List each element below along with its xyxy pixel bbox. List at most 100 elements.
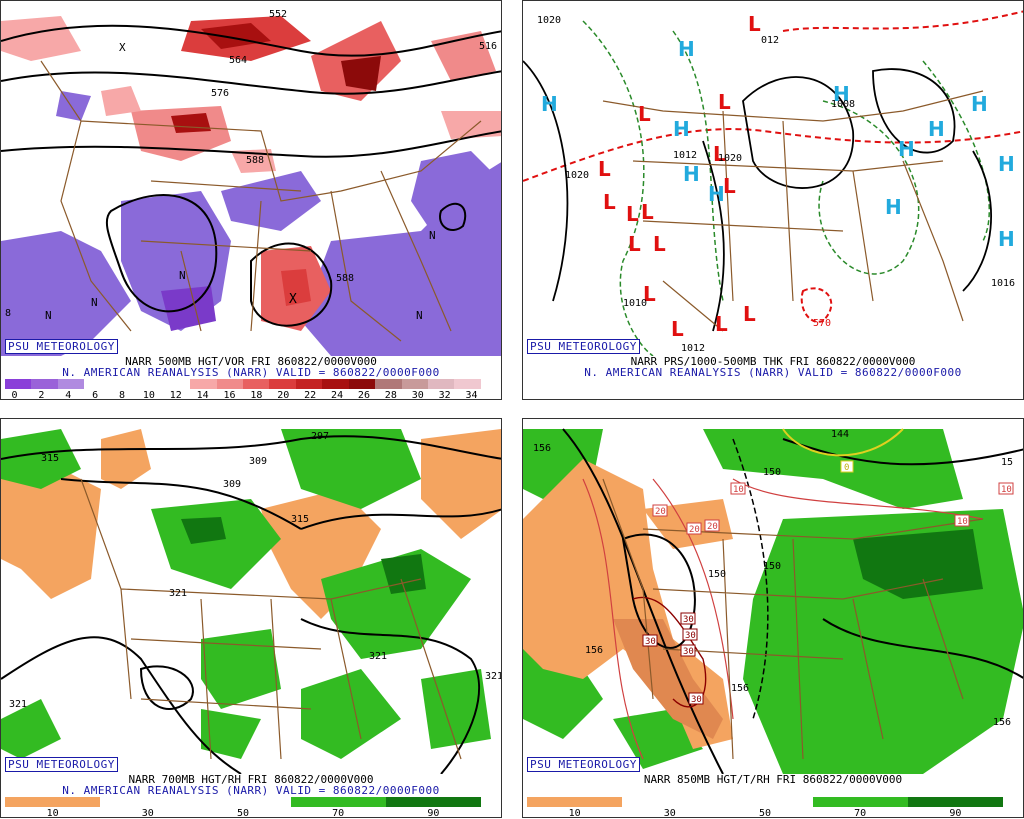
contour-label: 15	[1001, 457, 1013, 468]
contour-label: 315	[41, 453, 59, 464]
n-marker: N	[45, 309, 52, 322]
humidity-colorbar-ticks: 10 30 50 70 90	[5, 808, 481, 818]
psu-meteorology-label: PSU METEOROLOGY	[527, 339, 640, 354]
contour-label: 156	[993, 717, 1011, 728]
pressure-label: 1020	[537, 15, 561, 26]
psu-meteorology-label: PSU METEOROLOGY	[5, 339, 118, 354]
colorbar-swatch	[5, 379, 32, 389]
contour-label-3: 576	[211, 88, 229, 99]
low-symbol: L	[723, 174, 736, 198]
colorbar-swatch	[812, 797, 908, 807]
psu-meteorology-label: PSU METEOROLOGY	[527, 757, 640, 772]
pressure-label: 012	[761, 35, 779, 46]
n-marker: N	[416, 309, 423, 322]
temp-label: 10	[1001, 485, 1012, 495]
x-marker: X	[119, 41, 126, 54]
colorbar-swatch	[385, 797, 482, 807]
low-symbol: L	[603, 190, 616, 214]
colorbar-tick-label: 4	[65, 390, 72, 400]
colorbar-tick-label: 26	[357, 390, 370, 400]
colorbar-swatch	[290, 797, 386, 807]
colorbar-tick-label: 20	[277, 390, 290, 400]
contour-label: 156	[585, 645, 603, 656]
temp-label: 20	[689, 525, 700, 535]
pressure-label: 1008	[831, 99, 855, 110]
contour-label: 309	[223, 479, 241, 490]
pressure-label: 1012	[681, 343, 705, 354]
high-symbol: H	[541, 92, 558, 116]
low-symbol: L	[626, 202, 639, 226]
colorbar-tick-label: 32	[438, 390, 451, 400]
psu-meteorology-label: PSU METEOROLOGY	[5, 757, 118, 772]
colorbar-tick-label: 50	[236, 808, 250, 818]
colorbar-tick-label: 30	[411, 390, 424, 400]
n-marker: N	[179, 269, 186, 282]
colorbar-swatch	[907, 797, 1004, 807]
low-symbol: L	[743, 302, 756, 326]
temp-humidity-850-map: 156 150 150 150 156 156 156 144 15 10 20…	[523, 428, 1023, 774]
colorbar-swatch	[322, 379, 349, 389]
pressure-label: 1012	[673, 150, 697, 161]
pressure-label: 1010	[623, 298, 647, 309]
colorbar-swatch	[5, 797, 101, 807]
colorbar-tick-label: 6	[92, 390, 99, 400]
temp-label: 20	[707, 522, 718, 532]
colorbar-tick-label: 12	[169, 390, 182, 400]
colorbar-tick-label: 10	[46, 808, 59, 818]
colorbar-swatch	[401, 379, 428, 389]
colorbar-tick-label: 90	[427, 808, 440, 818]
colorbar-swatch	[717, 797, 813, 807]
panel-850mb-temperature-humidity: 156 150 150 150 156 156 156 144 15 10 20…	[522, 418, 1024, 818]
panel-subtitle: N. AMERICAN REANALYSIS (NARR) VALID = 86…	[62, 366, 440, 379]
vorticity-map: 552 564 576 588 588 516 8 N N N N N X X	[1, 9, 501, 356]
high-symbol: H	[928, 117, 945, 141]
colorbar-tick-label: 34	[465, 390, 478, 400]
low-symbol: L	[748, 12, 761, 36]
x-marker: X	[289, 292, 297, 307]
colorbar-swatch	[527, 797, 623, 807]
colorbar-tick-label: 18	[250, 390, 263, 400]
contour-label: 321	[9, 699, 27, 710]
colorbar-tick-label: 70	[332, 808, 345, 818]
colorbar-tick-label: 10	[142, 390, 155, 400]
humidity-colorbar-ticks: 10 30 50 70 90	[527, 808, 1003, 818]
colorbar-tick-label: 70	[854, 808, 867, 818]
colorbar-swatch	[137, 379, 164, 389]
colorbar-tick-label: 30	[663, 808, 676, 818]
vorticity-colorbar	[5, 379, 481, 389]
colorbar-swatch	[100, 797, 196, 807]
panel-pressure-thickness: H H H H H H H H H H H H L L L L L L L L …	[522, 0, 1024, 400]
high-symbol: H	[998, 227, 1015, 251]
colorbar-swatch	[216, 379, 243, 389]
colorbar-swatch	[163, 379, 191, 389]
colorbar-tick-label: 50	[758, 808, 772, 818]
colorbar-swatch	[84, 379, 111, 389]
low-symbol: L	[643, 282, 656, 306]
contour-label-5: 588	[336, 273, 354, 284]
colorbar-tick-label: 8	[119, 390, 126, 400]
contour-label: 150	[708, 569, 726, 580]
contour-label-1: 552	[269, 9, 287, 20]
contour-label: 297	[311, 431, 329, 442]
panel-title: NARR 700MB HGT/RH FRI 860822/0000V000	[128, 773, 374, 786]
contour-label-6: 516	[479, 41, 497, 52]
contour-label: 144	[831, 429, 849, 440]
high-symbol: H	[678, 37, 695, 61]
colorbar-swatch	[622, 797, 718, 807]
n-marker: N	[91, 296, 98, 309]
contour-label: 321	[485, 671, 502, 682]
panel-title: NARR PRS/1000-500MB THK FRI 860822/0000V…	[630, 355, 916, 368]
humidity-colorbar	[5, 797, 482, 807]
low-symbol: L	[628, 232, 641, 256]
contour-label: 156	[731, 683, 749, 694]
high-symbol: H	[971, 92, 988, 116]
temp-label: 30	[683, 615, 694, 625]
temp-label: 20	[655, 507, 666, 517]
colorbar-tick-label: 2	[38, 390, 45, 400]
humidity-700-map: 315 297 309 309 315 321 321 321 321	[1, 429, 502, 774]
low-symbol: L	[718, 90, 731, 114]
high-symbol: H	[998, 152, 1015, 176]
colorbar-swatch	[454, 379, 481, 389]
temp-label: 30	[685, 631, 696, 641]
colorbar-tick-label: 90	[949, 808, 962, 818]
